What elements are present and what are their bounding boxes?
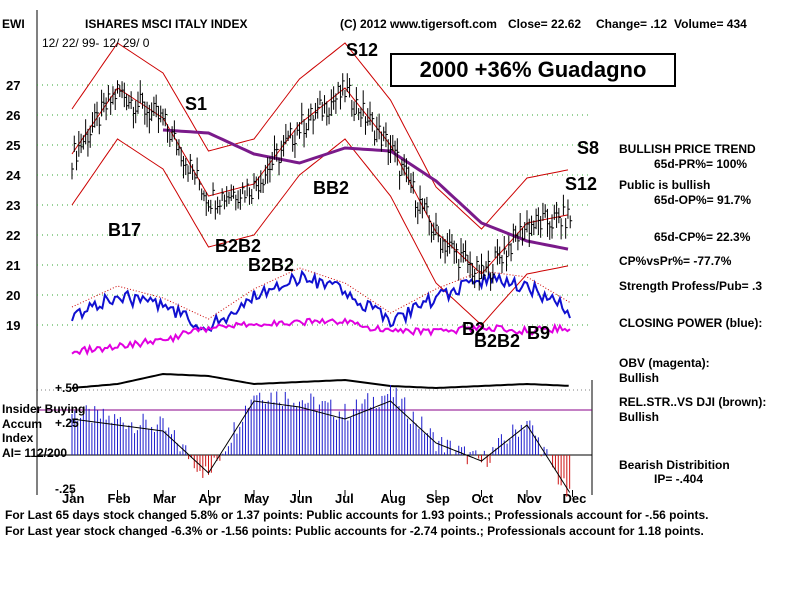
y-tick-label: 25 xyxy=(6,138,20,153)
y-tick-label: 24 xyxy=(6,168,21,183)
x-tick-label: Feb xyxy=(108,491,131,506)
trend-label: BULLISH PRICE TREND xyxy=(619,142,756,156)
change-value: Change= .12 xyxy=(596,17,668,31)
signal-b2-oct: B2 xyxy=(462,319,486,339)
signal-b2-oct-b: B2B2 xyxy=(474,331,521,351)
signal-s12-top: S12 xyxy=(346,40,379,60)
level-top: +.50 xyxy=(55,381,79,395)
x-tick-label: Sep xyxy=(426,491,450,506)
op-value: 65d-OP%= 91.7% xyxy=(654,193,752,207)
strength-value: Strength Profess/Pub= .3 xyxy=(619,279,763,293)
indicator-lines xyxy=(71,42,571,390)
y-tick-label: 27 xyxy=(6,78,20,93)
volume-value: Volume= 434 xyxy=(674,17,747,31)
y-tick-label: 23 xyxy=(6,198,20,213)
date-range: 12/ 22/ 99- 12/ 29/ 0 xyxy=(42,36,150,50)
obv-label: OBV (magenta): xyxy=(619,356,710,370)
cpvspr-value: CP%vsPr%= -77.7% xyxy=(619,254,732,268)
signal-bb2: BB2 xyxy=(313,178,350,198)
obv-line xyxy=(71,317,571,357)
obv-state: Bullish xyxy=(619,371,660,385)
relstr-label: REL.STR..VS DJI (brown): xyxy=(619,395,767,409)
x-tick-label: Jul xyxy=(335,491,354,506)
x-tick-label: Jun xyxy=(290,491,313,506)
x-tick-label: Mar xyxy=(153,491,176,506)
accum-ma-line xyxy=(71,400,571,493)
relstr-state: Bullish xyxy=(619,410,660,424)
public-label: Public is bullish xyxy=(619,178,711,192)
x-tick-label: Oct xyxy=(472,491,494,506)
accum-label: Accum xyxy=(2,417,43,431)
level-bot: -.25 xyxy=(55,482,76,496)
closing-power-line xyxy=(71,269,571,333)
cp-value: 65d-CP%= 22.3% xyxy=(654,230,751,244)
signal-b2-may: B2B2 xyxy=(248,255,295,275)
x-tick-label: May xyxy=(244,491,270,506)
distribution-label: Bearish Distribition xyxy=(619,458,730,472)
mid-band xyxy=(71,87,569,275)
x-tick-label: Dec xyxy=(563,491,587,506)
lower-band xyxy=(71,138,569,326)
ai-value: AI= 112/200 xyxy=(2,446,68,460)
copyright: (C) 2012 www.tigersoft.com xyxy=(340,17,497,31)
y-tick-label: 20 xyxy=(6,288,20,303)
x-tick-label: Nov xyxy=(517,491,542,506)
y-tick-label: 19 xyxy=(6,318,20,333)
x-tick-label: Aug xyxy=(381,491,406,506)
footer-line-65d: For Last 65 days stock changed 5.8% or 1… xyxy=(5,508,709,522)
accumulation-histogram xyxy=(71,385,571,497)
ticker-label: EWI xyxy=(2,17,25,31)
index-label: Index xyxy=(2,431,34,445)
closing-power-label: CLOSING POWER (blue): xyxy=(619,316,763,330)
close-value: Close= 22.62 xyxy=(508,17,582,31)
price-bars xyxy=(71,73,573,291)
signal-s1: S1 xyxy=(185,94,208,114)
headline-box: 2000 +36% Guadagno xyxy=(390,53,676,87)
level-mid: +.25 xyxy=(55,416,79,430)
signal-b17: B17 xyxy=(108,220,142,240)
signal-b2-apr: B2B2 xyxy=(215,236,262,256)
y-tick-label: 26 xyxy=(6,108,20,123)
x-tick-label: Apr xyxy=(199,491,221,506)
signal-b9: B9 xyxy=(527,323,551,343)
chart-title: ISHARES MSCI ITALY INDEX xyxy=(85,17,248,31)
signal-s8: S8 xyxy=(577,138,600,158)
signal-s12-right: S12 xyxy=(565,174,598,194)
footer-line-year: For Last year stock changed -6.3% or -1.… xyxy=(5,524,704,538)
x-tick-label: Jan xyxy=(62,491,84,506)
ip-value: IP= -.404 xyxy=(654,472,704,486)
ma-50d-line xyxy=(162,128,569,251)
insider-label: Insider Buying xyxy=(2,402,86,416)
y-tick-label: 22 xyxy=(6,228,20,243)
chart-grid: 19 20 21 22 23 24 25 26 27 Jan Feb Mar Apr May Jun Jul A… xyxy=(6,10,593,506)
y-tick-label: 21 xyxy=(6,258,20,273)
pr-value: 65d-PR%= 100% xyxy=(654,157,748,171)
relstr-line xyxy=(71,372,569,390)
